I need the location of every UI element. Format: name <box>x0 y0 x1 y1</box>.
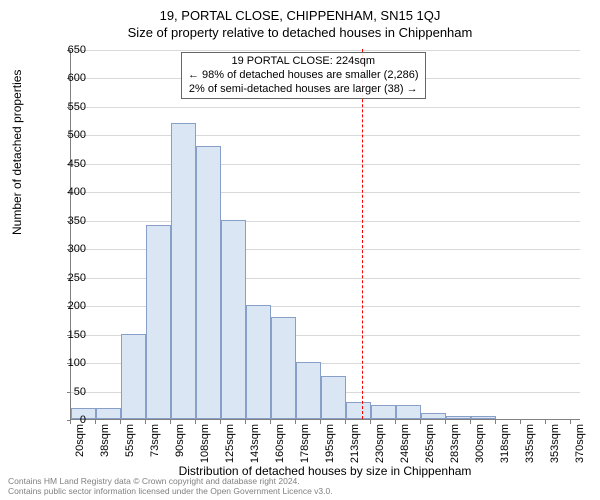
xtick-label: 160sqm <box>274 424 286 463</box>
footer-attribution: Contains HM Land Registry data © Crown c… <box>8 476 333 496</box>
gridline-h <box>71 107 580 108</box>
gridline-h <box>71 50 580 51</box>
xtick-mark <box>245 420 246 424</box>
xtick-mark <box>170 420 171 424</box>
xtick-label: 213sqm <box>349 424 361 463</box>
xtick-label: 300sqm <box>474 424 486 463</box>
xtick-label: 230sqm <box>374 424 386 463</box>
plot-region: 19 PORTAL CLOSE: 224sqm← 98% of detached… <box>70 50 580 420</box>
xtick-label: 370sqm <box>574 424 586 463</box>
histogram-bar <box>96 408 121 419</box>
ytick-label: 0 <box>36 414 86 426</box>
xtick-mark <box>470 420 471 424</box>
xtick-mark <box>370 420 371 424</box>
xtick-mark <box>270 420 271 424</box>
xtick-label: 265sqm <box>424 424 436 463</box>
footer-line1: Contains HM Land Registry data © Crown c… <box>8 476 333 486</box>
ytick-label: 150 <box>36 329 86 341</box>
xtick-mark <box>495 420 496 424</box>
chart-plot-area: 19 PORTAL CLOSE: 224sqm← 98% of detached… <box>70 50 580 420</box>
chart-title-subtitle: Size of property relative to detached ho… <box>0 25 600 40</box>
y-axis-label: Number of detached properties <box>10 70 24 235</box>
ytick-label: 500 <box>36 129 86 141</box>
gridline-h <box>71 221 580 222</box>
histogram-bar <box>471 416 496 419</box>
chart-title-block: 19, PORTAL CLOSE, CHIPPENHAM, SN15 1QJ S… <box>0 0 600 40</box>
ytick-label: 50 <box>36 386 86 398</box>
ytick-label: 300 <box>36 243 86 255</box>
ytick-label: 100 <box>36 357 86 369</box>
ytick-label: 600 <box>36 72 86 84</box>
histogram-bar <box>446 416 471 419</box>
xtick-mark <box>570 420 571 424</box>
gridline-h <box>71 135 580 136</box>
histogram-bar <box>246 305 271 419</box>
footer-line2: Contains public sector information licen… <box>8 486 333 496</box>
xtick-mark <box>120 420 121 424</box>
annot-line2: ← 98% of detached houses are smaller (2,… <box>188 69 419 83</box>
xtick-mark <box>145 420 146 424</box>
histogram-bar <box>121 334 146 419</box>
gridline-h <box>71 192 580 193</box>
xtick-mark <box>320 420 321 424</box>
ytick-label: 250 <box>36 272 86 284</box>
xtick-label: 335sqm <box>524 424 536 463</box>
gridline-h <box>71 164 580 165</box>
histogram-bar <box>371 405 396 419</box>
histogram-bar <box>396 405 421 419</box>
xtick-mark <box>395 420 396 424</box>
histogram-bar <box>196 146 221 419</box>
xtick-label: 20sqm <box>74 424 86 457</box>
xtick-label: 195sqm <box>324 424 336 463</box>
histogram-bar <box>221 220 246 419</box>
histogram-bar <box>146 225 171 419</box>
xtick-label: 283sqm <box>449 424 461 463</box>
xtick-mark <box>445 420 446 424</box>
xtick-mark <box>345 420 346 424</box>
xtick-label: 248sqm <box>399 424 411 463</box>
chart-title-address: 19, PORTAL CLOSE, CHIPPENHAM, SN15 1QJ <box>0 8 600 23</box>
histogram-bar <box>171 123 196 419</box>
ytick-label: 200 <box>36 300 86 312</box>
xtick-mark <box>520 420 521 424</box>
histogram-bar <box>271 317 296 419</box>
xtick-label: 90sqm <box>174 424 186 457</box>
histogram-bar <box>321 376 346 419</box>
annot-line1: 19 PORTAL CLOSE: 224sqm <box>188 55 419 69</box>
ytick-label: 400 <box>36 186 86 198</box>
ytick-label: 650 <box>36 44 86 56</box>
xtick-label: 353sqm <box>549 424 561 463</box>
xtick-mark <box>220 420 221 424</box>
xtick-label: 38sqm <box>99 424 111 457</box>
ytick-label: 550 <box>36 101 86 113</box>
annotation-box: 19 PORTAL CLOSE: 224sqm← 98% of detached… <box>181 52 426 99</box>
histogram-bar <box>421 413 446 419</box>
ytick-label: 350 <box>36 215 86 227</box>
xtick-mark <box>545 420 546 424</box>
xtick-label: 108sqm <box>199 424 211 463</box>
xtick-mark <box>295 420 296 424</box>
xtick-label: 73sqm <box>149 424 161 457</box>
histogram-bar <box>296 362 321 419</box>
xtick-label: 318sqm <box>499 424 511 463</box>
xtick-mark <box>420 420 421 424</box>
xtick-mark <box>195 420 196 424</box>
annot-line3: 2% of semi-detached houses are larger (3… <box>188 83 419 97</box>
xtick-label: 143sqm <box>249 424 261 463</box>
xtick-label: 178sqm <box>299 424 311 463</box>
xtick-mark <box>95 420 96 424</box>
ytick-label: 450 <box>36 158 86 170</box>
histogram-bar <box>346 402 371 419</box>
xtick-label: 55sqm <box>124 424 136 457</box>
property-marker-line <box>362 49 363 419</box>
xtick-label: 125sqm <box>224 424 236 463</box>
